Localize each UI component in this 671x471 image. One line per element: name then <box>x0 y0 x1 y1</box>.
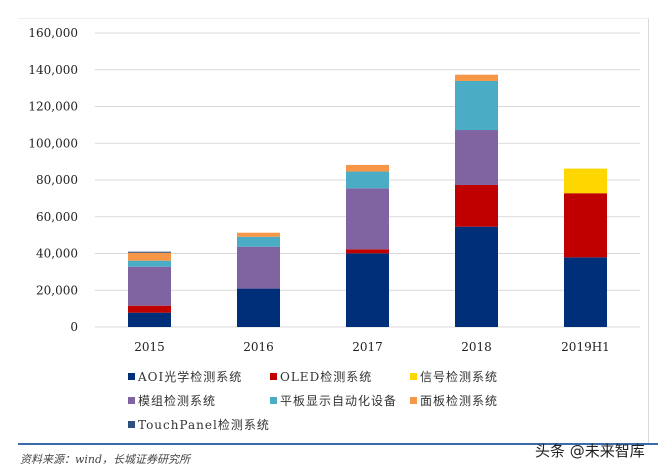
legend-item: 面板检测系统 <box>410 392 498 409</box>
bar-segment <box>128 312 171 327</box>
legend-swatch <box>270 373 277 380</box>
y-tick-label: 40,000 <box>36 247 78 261</box>
chart-frame <box>18 18 649 444</box>
bar-segment <box>128 260 171 267</box>
bar-segment <box>346 253 389 327</box>
bar-segment <box>128 251 171 253</box>
divider <box>18 443 658 445</box>
bar-segment <box>455 130 498 185</box>
legend-swatch <box>410 397 417 404</box>
legend-item: 模组检测系统 <box>128 392 216 409</box>
y-tick-label: 160,000 <box>28 26 78 40</box>
x-tick-label: 2019H1 <box>561 340 610 354</box>
y-tick-label: 80,000 <box>36 173 78 187</box>
y-tick-label: 20,000 <box>36 283 78 297</box>
legend-label: TouchPanel检测系统 <box>138 418 270 432</box>
bar-segment <box>455 226 498 327</box>
y-tick-label: 0 <box>70 320 78 334</box>
y-tick-label: 140,000 <box>28 63 78 77</box>
x-tick-label: 2018 <box>461 340 492 354</box>
bar-segment <box>455 184 498 227</box>
legend-swatch <box>410 373 417 380</box>
watermark: 头条 @未来智库 <box>535 442 645 460</box>
legend-item: 信号检测系统 <box>410 368 498 385</box>
bar-segment <box>455 80 498 131</box>
x-tick-label: 2015 <box>134 340 165 354</box>
bar-segment <box>128 266 171 306</box>
bar-segment <box>237 246 280 289</box>
bar-segment <box>346 249 389 254</box>
legend-swatch <box>128 397 135 404</box>
bar-segment <box>346 171 389 189</box>
bar-segment <box>237 288 280 327</box>
legend-label: OLED检测系统 <box>280 370 373 384</box>
x-tick-label: 2017 <box>352 340 383 354</box>
legend-item: OLED检测系统 <box>270 368 372 385</box>
source-note: 资料来源：wind，长城证券研究所 <box>20 453 191 466</box>
legend-label: 信号检测系统 <box>420 370 499 384</box>
x-tick-label: 2016 <box>243 340 274 354</box>
legend-label: AOI光学检测系统 <box>138 370 243 384</box>
legend-swatch <box>128 421 135 428</box>
bar-segment <box>455 74 498 81</box>
legend-label: 面板检测系统 <box>420 394 499 408</box>
legend-label: 模组检测系统 <box>138 394 217 408</box>
bar-segment <box>128 305 171 313</box>
legend-swatch <box>270 397 277 404</box>
y-tick-label: 100,000 <box>28 136 78 150</box>
legend-item: TouchPanel检测系统 <box>128 416 270 433</box>
legend-label: 平板显示自动化设备 <box>280 394 398 408</box>
bar-segment <box>128 252 171 261</box>
bar-segment <box>564 168 607 194</box>
legend-item: 平板显示自动化设备 <box>270 392 397 409</box>
y-tick-label: 60,000 <box>36 210 78 224</box>
bar-segment <box>346 164 389 172</box>
bar-segment <box>346 188 389 250</box>
bar-segment <box>564 257 607 327</box>
bar-segment <box>237 236 280 247</box>
legend-swatch <box>128 373 135 380</box>
legend-item: AOI光学检测系统 <box>128 368 242 385</box>
bar-segment <box>237 232 280 237</box>
y-tick-label: 120,000 <box>28 100 78 114</box>
bar-segment <box>564 193 607 258</box>
